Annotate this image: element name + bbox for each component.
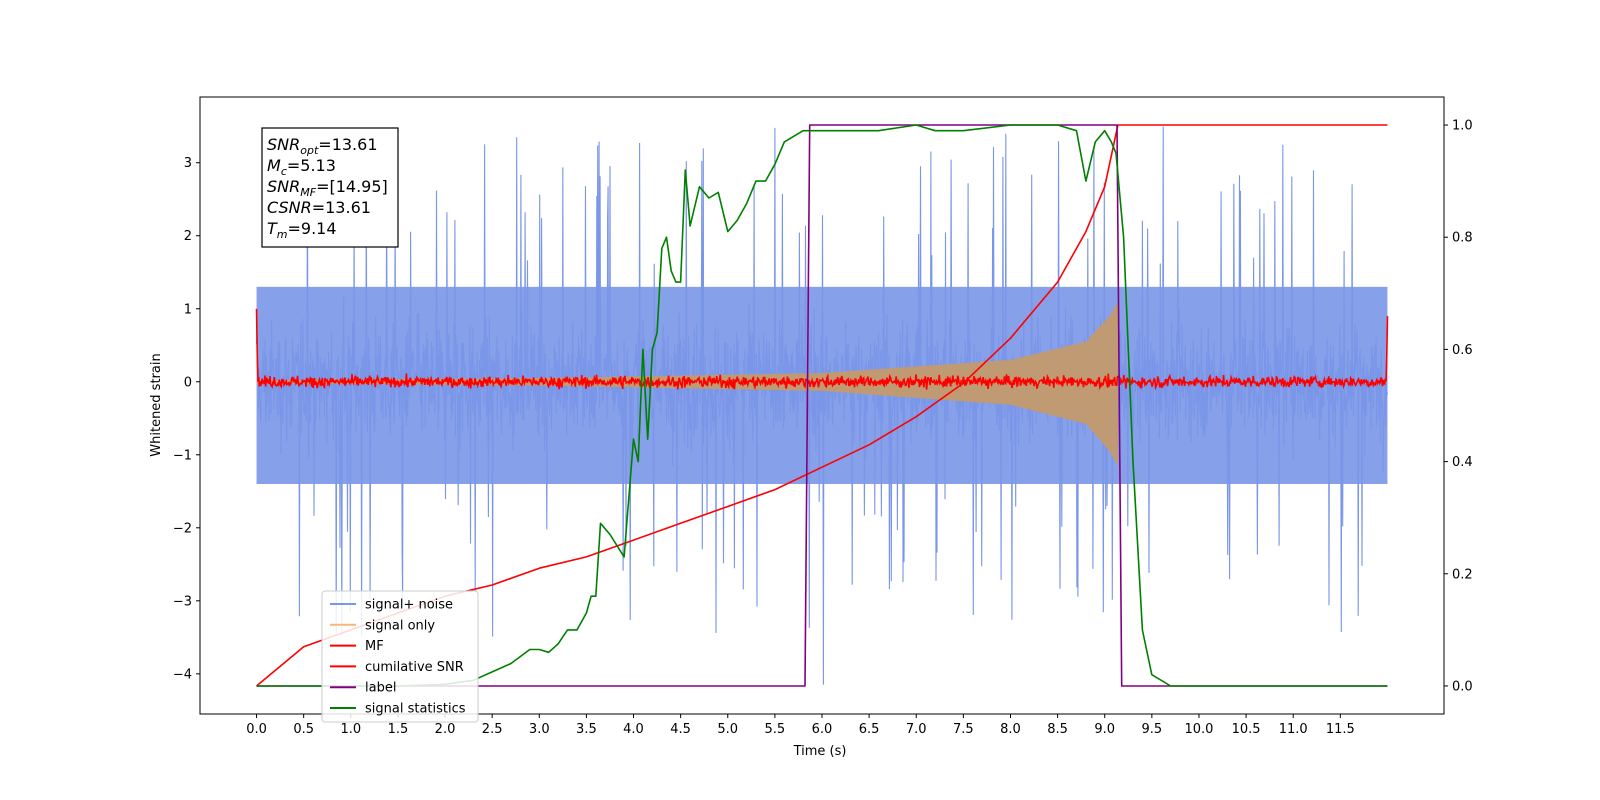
x-axis: 0.0 0.5 1.0 1.5 2.0 2.5 3.0 3.5 4.0 4.5 5.0 5.5 6.0 6… [246, 714, 1355, 737]
y-right-tick-label: 0.0 [1452, 679, 1473, 694]
legend-label: signal only [365, 618, 435, 633]
y-right-tick-label: 0.6 [1452, 343, 1473, 358]
x-tick-label: 2.0 [435, 722, 456, 737]
y-axis-left: −4 −3 −2 −1 0 1 2 3 [173, 156, 200, 682]
x-tick-label: 6.0 [812, 722, 833, 737]
legend: signal+ noise signal only MF cumilative SNR… [321, 590, 479, 723]
y-right-tick-label: 1.0 [1452, 119, 1473, 134]
x-tick-label: 9.0 [1094, 722, 1115, 737]
x-tick-label: 1.5 [388, 722, 409, 737]
y-right-tick-label: 0.4 [1452, 455, 1473, 470]
legend-label: MF [365, 639, 384, 654]
y-tick-label: −4 [173, 667, 192, 682]
x-tick-label: 6.5 [859, 722, 880, 737]
x-tick-label: 8.0 [1000, 722, 1021, 737]
series-line-mf [255, 308, 1389, 391]
x-tick-label: 5.5 [765, 722, 786, 737]
info-box-line: Tm=9.14 [267, 219, 337, 241]
x-tick-label: 1.0 [340, 722, 361, 737]
y-right-tick-label: 0.2 [1452, 567, 1473, 582]
x-tick-label: 3.0 [529, 722, 550, 737]
legend-label: label [365, 681, 396, 696]
plot-area [255, 124, 1389, 687]
x-tick-label: 4.5 [670, 722, 691, 737]
x-tick-label: 7.5 [953, 722, 974, 737]
y-right-tick-label: 0.8 [1452, 231, 1473, 246]
x-axis-label: Time (s) [793, 744, 847, 759]
x-tick-label: 10.0 [1184, 722, 1213, 737]
legend-label: signal statistics [365, 702, 466, 717]
info-box-line: Mc=5.13 [267, 156, 336, 178]
x-tick-label: 5.0 [717, 722, 738, 737]
series-line-signal-statistics [256, 124, 1388, 687]
info-box: SNRopt=13.61Mc=5.13SNRMF=[14.95]CSNR=13.… [261, 127, 399, 248]
x-tick-label: 4.0 [623, 722, 644, 737]
y-tick-label: 3 [184, 156, 192, 171]
x-tick-label: 9.5 [1142, 722, 1163, 737]
x-tick-label: 2.5 [482, 722, 503, 737]
x-tick-label: 0.0 [246, 722, 267, 737]
x-tick-label: 0.5 [293, 722, 314, 737]
info-box-line: SNRopt=13.61 [267, 135, 378, 157]
legend-label: cumilative SNR [365, 660, 464, 675]
y-tick-label: 2 [184, 229, 192, 244]
y-tick-label: −2 [173, 521, 192, 536]
y-axis-label: Whitened strain [149, 353, 164, 456]
legend-frame [321, 590, 479, 723]
info-box-frame [261, 127, 399, 248]
series-line-label [256, 124, 1388, 687]
x-tick-label: 7.0 [906, 722, 927, 737]
info-box-line: SNRMF=[14.95] [267, 177, 388, 199]
legend-label: signal+ noise [365, 598, 453, 613]
y-tick-label: −1 [173, 448, 192, 463]
x-tick-label: 11.0 [1279, 722, 1308, 737]
x-tick-label: 11.5 [1326, 722, 1355, 737]
y-tick-label: 1 [184, 302, 192, 317]
y-axis-right: 0.0 0.2 0.4 0.6 0.8 1.0 [1444, 119, 1473, 694]
y-tick-label: 0 [184, 375, 192, 390]
y-tick-label: −3 [173, 594, 192, 609]
x-tick-label: 3.5 [576, 722, 597, 737]
x-tick-label: 8.5 [1047, 722, 1068, 737]
info-box-line: CSNR=13.61 [267, 198, 371, 217]
x-tick-label: 10.5 [1232, 722, 1261, 737]
